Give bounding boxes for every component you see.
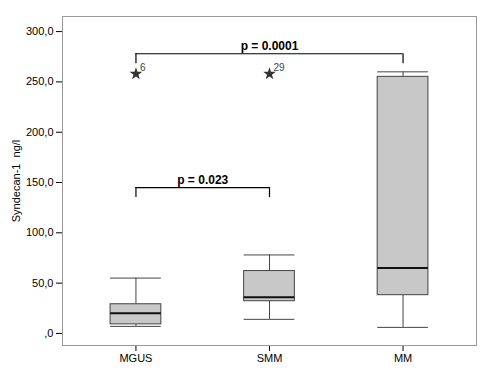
svg-text:,0: ,0 — [44, 327, 53, 339]
svg-text:6: 6 — [140, 62, 146, 73]
svg-text:100,0: 100,0 — [26, 226, 54, 238]
svg-text:Syndecan-1 ng/l: Syndecan-1 ng/l — [10, 140, 22, 223]
svg-text:SMM: SMM — [257, 352, 283, 364]
svg-text:150,0: 150,0 — [26, 176, 54, 188]
svg-text:p = 0.023: p = 0.023 — [177, 173, 228, 187]
svg-text:50,0: 50,0 — [32, 277, 53, 289]
svg-text:300,0: 300,0 — [26, 25, 54, 37]
svg-text:MGUS: MGUS — [119, 352, 152, 364]
svg-text:200,0: 200,0 — [26, 126, 54, 138]
svg-text:MM: MM — [394, 352, 412, 364]
svg-text:p = 0.0001: p = 0.0001 — [241, 39, 299, 53]
svg-text:250,0: 250,0 — [26, 75, 54, 87]
svg-text:29: 29 — [274, 62, 286, 73]
